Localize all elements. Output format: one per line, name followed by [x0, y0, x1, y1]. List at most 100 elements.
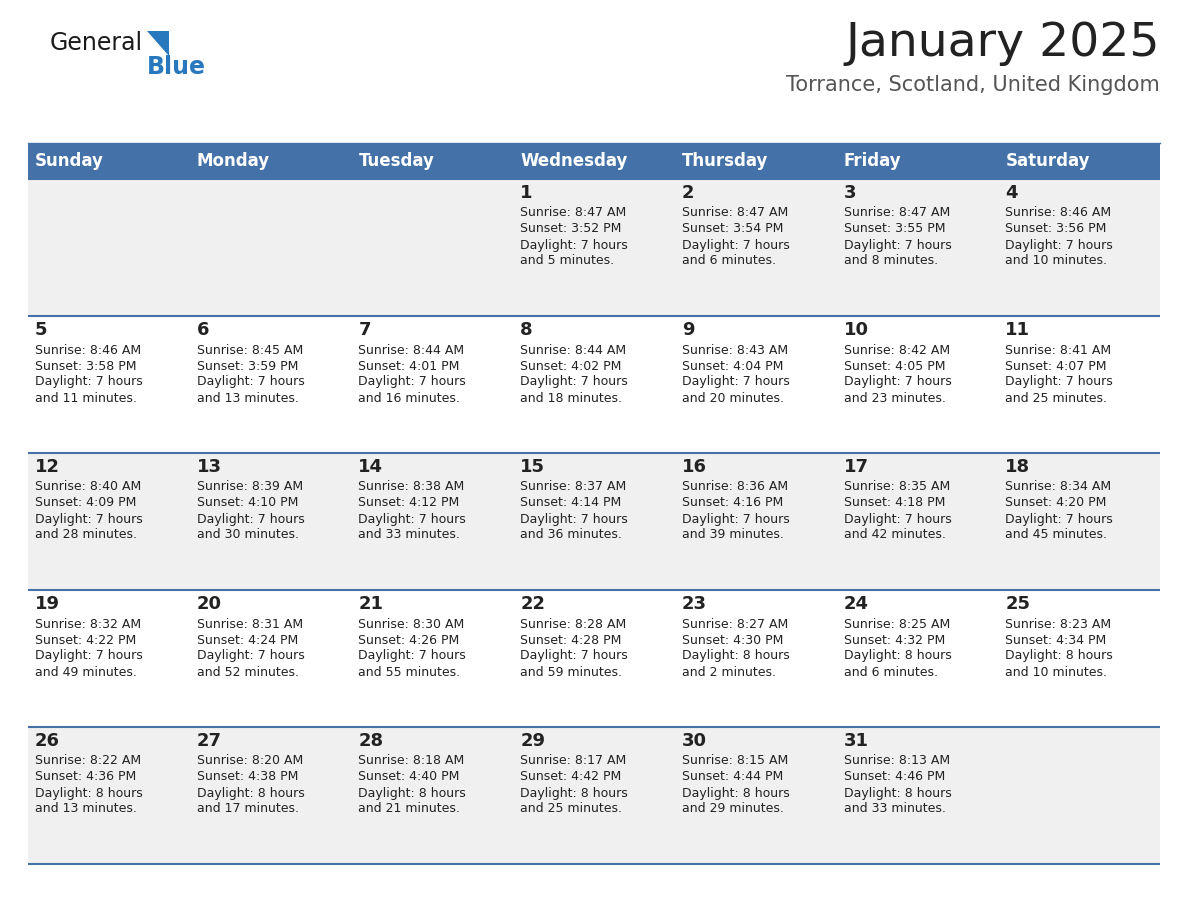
Text: 28: 28 [359, 732, 384, 750]
Text: Sunset: 4:20 PM: Sunset: 4:20 PM [1005, 497, 1107, 509]
Text: Sunset: 3:56 PM: Sunset: 3:56 PM [1005, 222, 1107, 236]
Text: and 21 minutes.: and 21 minutes. [359, 802, 460, 815]
Text: Monday: Monday [197, 152, 270, 170]
Text: 22: 22 [520, 595, 545, 613]
Text: Sunset: 4:14 PM: Sunset: 4:14 PM [520, 497, 621, 509]
Text: Sunrise: 8:27 AM: Sunrise: 8:27 AM [682, 618, 788, 631]
Text: Daylight: 8 hours: Daylight: 8 hours [1005, 650, 1113, 663]
Text: Sunset: 4:04 PM: Sunset: 4:04 PM [682, 360, 783, 373]
Text: and 33 minutes.: and 33 minutes. [359, 529, 460, 542]
Text: and 2 minutes.: and 2 minutes. [682, 666, 776, 678]
Text: Sunset: 4:10 PM: Sunset: 4:10 PM [197, 497, 298, 509]
Text: 31: 31 [843, 732, 868, 750]
Text: Sunset: 4:28 PM: Sunset: 4:28 PM [520, 633, 621, 646]
Text: Sunrise: 8:13 AM: Sunrise: 8:13 AM [843, 755, 949, 767]
Text: Sunset: 4:12 PM: Sunset: 4:12 PM [359, 497, 460, 509]
Text: Sunset: 3:58 PM: Sunset: 3:58 PM [34, 360, 137, 373]
Text: 12: 12 [34, 458, 61, 476]
Text: and 45 minutes.: and 45 minutes. [1005, 529, 1107, 542]
Text: 25: 25 [1005, 595, 1030, 613]
Text: 14: 14 [359, 458, 384, 476]
Bar [513, 143, 675, 179]
Text: Sunset: 4:30 PM: Sunset: 4:30 PM [682, 633, 783, 646]
Text: 2: 2 [682, 184, 694, 202]
Text: and 25 minutes.: and 25 minutes. [520, 802, 623, 815]
Text: and 8 minutes.: and 8 minutes. [843, 254, 937, 267]
Bar [29, 316, 1159, 453]
Polygon shape [147, 31, 169, 56]
Text: Sunrise: 8:40 AM: Sunrise: 8:40 AM [34, 480, 141, 494]
Text: 24: 24 [843, 595, 868, 613]
Text: and 6 minutes.: and 6 minutes. [843, 666, 937, 678]
Text: Daylight: 8 hours: Daylight: 8 hours [843, 650, 952, 663]
Text: Sunset: 4:44 PM: Sunset: 4:44 PM [682, 770, 783, 783]
Text: Sunset: 4:34 PM: Sunset: 4:34 PM [1005, 633, 1106, 646]
Text: Daylight: 7 hours: Daylight: 7 hours [1005, 375, 1113, 388]
Text: Sunrise: 8:46 AM: Sunrise: 8:46 AM [34, 343, 141, 356]
Text: 15: 15 [520, 458, 545, 476]
Text: Sunset: 4:18 PM: Sunset: 4:18 PM [843, 497, 944, 509]
Text: and 10 minutes.: and 10 minutes. [1005, 254, 1107, 267]
Text: Sunset: 4:26 PM: Sunset: 4:26 PM [359, 633, 460, 646]
Text: and 13 minutes.: and 13 minutes. [197, 391, 298, 405]
Text: Sunrise: 8:23 AM: Sunrise: 8:23 AM [1005, 618, 1112, 631]
Text: Sunrise: 8:15 AM: Sunrise: 8:15 AM [682, 755, 788, 767]
Text: Daylight: 7 hours: Daylight: 7 hours [359, 375, 466, 388]
Text: and 55 minutes.: and 55 minutes. [359, 666, 461, 678]
Text: and 16 minutes.: and 16 minutes. [359, 391, 460, 405]
Text: Sunset: 4:42 PM: Sunset: 4:42 PM [520, 770, 621, 783]
Text: Sunset: 4:36 PM: Sunset: 4:36 PM [34, 770, 137, 783]
Bar [29, 727, 1159, 864]
Text: Daylight: 7 hours: Daylight: 7 hours [34, 512, 143, 525]
Text: Daylight: 7 hours: Daylight: 7 hours [197, 375, 304, 388]
Text: Sunrise: 8:47 AM: Sunrise: 8:47 AM [682, 207, 788, 219]
Text: Sunset: 3:54 PM: Sunset: 3:54 PM [682, 222, 783, 236]
Text: Sunrise: 8:18 AM: Sunrise: 8:18 AM [359, 755, 465, 767]
Text: and 33 minutes.: and 33 minutes. [843, 802, 946, 815]
Text: 30: 30 [682, 732, 707, 750]
Bar [29, 590, 1159, 727]
Text: 19: 19 [34, 595, 61, 613]
Text: Sunrise: 8:22 AM: Sunrise: 8:22 AM [34, 755, 141, 767]
Text: and 11 minutes.: and 11 minutes. [34, 391, 137, 405]
Text: 3: 3 [843, 184, 857, 202]
Text: General: General [50, 31, 143, 55]
Text: Sunrise: 8:45 AM: Sunrise: 8:45 AM [197, 343, 303, 356]
Text: Sunrise: 8:42 AM: Sunrise: 8:42 AM [843, 343, 949, 356]
Text: and 29 minutes.: and 29 minutes. [682, 802, 784, 815]
Bar [836, 143, 998, 179]
Text: Thursday: Thursday [682, 152, 769, 170]
Text: Daylight: 7 hours: Daylight: 7 hours [682, 375, 790, 388]
Text: and 28 minutes.: and 28 minutes. [34, 529, 137, 542]
Text: Sunrise: 8:34 AM: Sunrise: 8:34 AM [1005, 480, 1112, 494]
Text: and 6 minutes.: and 6 minutes. [682, 254, 776, 267]
Text: Sunset: 4:09 PM: Sunset: 4:09 PM [34, 497, 137, 509]
Text: Daylight: 8 hours: Daylight: 8 hours [359, 787, 466, 800]
Text: 10: 10 [843, 321, 868, 339]
Text: and 10 minutes.: and 10 minutes. [1005, 666, 1107, 678]
Text: Sunset: 4:07 PM: Sunset: 4:07 PM [1005, 360, 1107, 373]
Text: Sunset: 4:24 PM: Sunset: 4:24 PM [197, 633, 298, 646]
Text: Sunset: 4:05 PM: Sunset: 4:05 PM [843, 360, 946, 373]
Text: Daylight: 7 hours: Daylight: 7 hours [197, 650, 304, 663]
Text: Sunrise: 8:37 AM: Sunrise: 8:37 AM [520, 480, 626, 494]
Text: Sunrise: 8:46 AM: Sunrise: 8:46 AM [1005, 207, 1112, 219]
Text: Daylight: 7 hours: Daylight: 7 hours [34, 375, 143, 388]
Text: January 2025: January 2025 [846, 20, 1159, 65]
Text: Sunrise: 8:38 AM: Sunrise: 8:38 AM [359, 480, 465, 494]
Text: Daylight: 7 hours: Daylight: 7 hours [520, 650, 628, 663]
Text: Sunset: 4:40 PM: Sunset: 4:40 PM [359, 770, 460, 783]
Text: 23: 23 [682, 595, 707, 613]
Text: Daylight: 8 hours: Daylight: 8 hours [682, 787, 790, 800]
Text: Sunset: 4:22 PM: Sunset: 4:22 PM [34, 633, 137, 646]
Text: and 25 minutes.: and 25 minutes. [1005, 391, 1107, 405]
Bar [29, 453, 1159, 590]
Text: 4: 4 [1005, 184, 1018, 202]
Text: Sunrise: 8:44 AM: Sunrise: 8:44 AM [359, 343, 465, 356]
Text: and 59 minutes.: and 59 minutes. [520, 666, 623, 678]
Text: Torrance, Scotland, United Kingdom: Torrance, Scotland, United Kingdom [786, 75, 1159, 95]
Text: Daylight: 7 hours: Daylight: 7 hours [843, 375, 952, 388]
Text: Saturday: Saturday [1005, 152, 1089, 170]
Bar [675, 143, 836, 179]
Text: and 13 minutes.: and 13 minutes. [34, 802, 137, 815]
